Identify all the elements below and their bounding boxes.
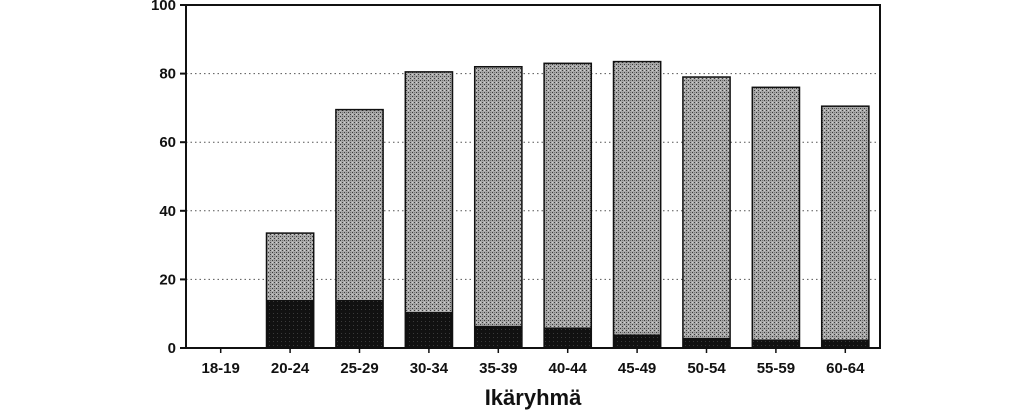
x-axis-ticks: 18-19 20-24 25-29 30-34 35-39 40-44 45-49 50-54… [202,348,865,377]
bar-segment [266,299,314,348]
x-tick-label: 18-19 [202,360,240,377]
bar-segment [544,63,592,328]
bar-segment [682,337,731,348]
bar-segment [752,339,800,348]
plot-frame [185,4,881,349]
x-tick-label: 60-64 [826,360,865,377]
y-tick-label: 0 [168,340,176,357]
x-tick-label: 55-59 [757,360,795,377]
bar-segment [474,66,522,326]
y-tick-label: 40 [159,203,176,220]
y-tick-label: 100 [151,0,176,14]
bar-segment [544,327,592,348]
bar-segment [335,109,384,300]
x-tick-label: 50-54 [687,360,726,377]
bar-segment [752,87,800,340]
x-axis-title: Ikäryhmä [485,385,582,410]
bar-segment [266,233,314,300]
x-tick-label: 20-24 [271,360,310,377]
y-tick-label: 20 [159,271,176,288]
gridlines [186,73,880,280]
y-tick-label: 80 [159,66,176,83]
x-tick-label: 30-34 [410,360,449,377]
y-tick-label: 60 [159,134,176,151]
bar-segment [821,106,869,340]
bar-segment [405,71,453,312]
bar-segment [335,299,384,348]
bar-segment [405,311,453,348]
x-tick-label: 25-29 [340,360,378,377]
x-tick-label: 40-44 [549,360,588,377]
bars [265,60,870,349]
bar-segment [474,325,522,348]
bar-segment [613,334,661,348]
bar-segment [821,339,869,348]
bar-segment [682,77,731,338]
x-tick-label: 45-49 [618,360,656,377]
x-tick-label: 35-39 [479,360,517,377]
y-axis-ticks: 0 20 40 60 80 100 [151,0,186,357]
bar-segment [613,61,661,335]
